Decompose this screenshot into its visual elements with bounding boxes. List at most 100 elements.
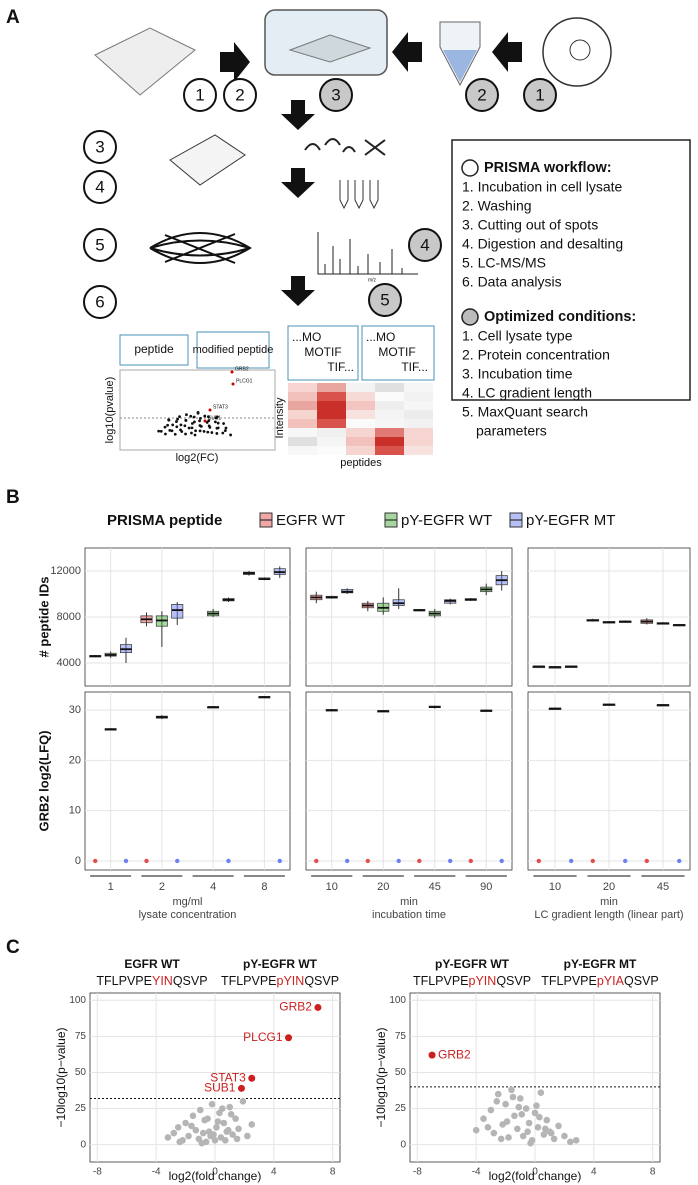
step-number: 1: [535, 85, 544, 104]
highlight-label: PLCG1: [243, 1030, 283, 1044]
point: [490, 1129, 498, 1137]
step-number: 1: [195, 85, 204, 104]
point: [123, 858, 129, 864]
mini-dot: [184, 418, 188, 422]
step-number: 3: [331, 85, 340, 104]
heatmap-cell: [404, 428, 433, 437]
point: [518, 1111, 526, 1118]
mini-dot: [194, 429, 197, 433]
point: [226, 858, 231, 864]
mini-dot: [190, 431, 193, 435]
mini-axis-label: m/z: [368, 277, 377, 283]
mini-dot: [173, 432, 177, 436]
mini-dot: [207, 419, 211, 423]
point: [226, 1103, 234, 1111]
point: [213, 1124, 220, 1131]
point: [561, 1132, 568, 1140]
x-tick-label: -8: [413, 1167, 422, 1178]
step-circle: [223, 78, 257, 112]
workflow-item: 3. Cutting out of spots: [462, 217, 598, 233]
mini-dot: [170, 429, 174, 433]
point: [229, 1131, 236, 1138]
sequence-part: pYIN: [277, 974, 305, 988]
heatmap-cell: [346, 401, 375, 410]
panel-a-illustration: [94, 9, 691, 451]
x-tick-label: 20: [377, 881, 389, 893]
point: [677, 858, 682, 864]
point: [555, 1122, 562, 1130]
point: [144, 858, 149, 864]
point: [525, 1119, 533, 1127]
heatmap-cell: [375, 410, 404, 419]
step-circle: [523, 78, 557, 112]
heatmap-cell: [288, 428, 317, 437]
heatmap-cell: [404, 383, 433, 392]
mini-hit-label: SUB1: [208, 415, 221, 421]
motif-line: TIF...: [401, 360, 428, 374]
heatmap-cell: [346, 428, 375, 437]
heatmap-cell: [317, 392, 346, 401]
point: [547, 1129, 555, 1137]
x-tick-label: -8: [93, 1167, 102, 1178]
mini-dot: [196, 411, 200, 414]
point: [534, 1124, 542, 1131]
mini-dot: [216, 421, 220, 425]
heatmap-cell: [288, 419, 317, 428]
mini-dot: [167, 418, 170, 422]
point: [185, 1132, 192, 1140]
mini-dot: [213, 420, 217, 424]
heatmap-cell: [288, 437, 317, 446]
point: [188, 1122, 195, 1130]
heatmap-cell: [404, 419, 433, 428]
workflow-item: 4. Digestion and desalting: [462, 236, 623, 252]
heatmap-cell: [346, 392, 375, 401]
point: [590, 858, 595, 864]
point: [210, 1131, 217, 1138]
panel-frame: [84, 691, 291, 871]
mini-label: modified peptide: [193, 344, 274, 356]
optimized-item: 2. Protein concentration: [462, 347, 610, 363]
step-number: 2: [477, 85, 486, 104]
mini-hit: [230, 370, 234, 374]
workflow-title: Optimized conditions:: [484, 309, 636, 325]
legend-label: pY-EGFR MT: [526, 512, 615, 529]
y-tick-label: 25: [395, 1103, 407, 1114]
point: [224, 1126, 232, 1134]
step-circle: [83, 285, 117, 319]
step-number: 3: [95, 137, 104, 156]
x-tick-label: 0: [212, 1167, 218, 1178]
point: [540, 1131, 548, 1138]
step-circle: [83, 130, 117, 164]
optimized-item: 3. Incubation time: [462, 366, 573, 382]
heatmap-cell: [288, 410, 317, 419]
point: [509, 1093, 517, 1101]
mini-dot: [179, 423, 183, 427]
x-tick-label: 8: [650, 1167, 656, 1178]
heatmap-cell: [317, 383, 346, 392]
workflow-title: PRISMA workflow:: [484, 160, 612, 176]
heatmap-cell: [346, 419, 375, 428]
point: [487, 1106, 495, 1114]
y-axis-title: −10log10(p−value): [54, 1027, 68, 1127]
sequence-part: pYIA: [597, 974, 625, 988]
x-tick-label: 4: [591, 1167, 597, 1178]
y-tick-label: 8000: [57, 611, 81, 623]
y-tick-label: 100: [69, 995, 86, 1006]
tips-icon: [339, 180, 379, 210]
point: [345, 858, 350, 864]
mini-dot: [199, 416, 202, 420]
panel-frame: [305, 691, 513, 871]
step-number: 4: [420, 235, 429, 254]
legend-label: EGFR WT: [276, 512, 345, 529]
mini-dot: [175, 425, 179, 429]
heatmap-cell: [375, 383, 404, 392]
point: [503, 1118, 511, 1125]
step-circle: [408, 228, 442, 262]
point: [396, 858, 401, 864]
heatmap-cell: [346, 437, 375, 446]
x-axis-title: LC gradient length (linear part): [534, 909, 683, 921]
arrow-down: [281, 168, 315, 198]
arrow-right: [220, 42, 250, 82]
motif-line: ...MO: [366, 330, 395, 344]
